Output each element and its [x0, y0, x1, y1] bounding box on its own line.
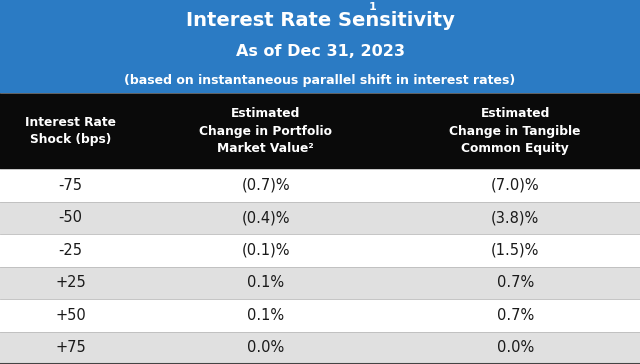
Text: 1: 1 [369, 2, 376, 12]
Text: 0.1%: 0.1% [247, 275, 284, 290]
Text: 0.1%: 0.1% [247, 308, 284, 323]
Text: +25: +25 [55, 275, 86, 290]
Text: Interest Rate Sensitivity: Interest Rate Sensitivity [186, 11, 454, 30]
Text: (0.4)%: (0.4)% [241, 210, 290, 225]
Text: Interest Rate
Shock (bps): Interest Rate Shock (bps) [25, 116, 116, 146]
Bar [0, 266, 640, 299]
Text: +75: +75 [55, 340, 86, 355]
Text: 0.0%: 0.0% [247, 340, 284, 355]
Text: +50: +50 [55, 308, 86, 323]
Bar [0, 332, 640, 364]
Bar [0, 169, 640, 202]
Text: (0.1)%: (0.1)% [241, 243, 290, 258]
Text: (based on instantaneous parallel shift in interest rates): (based on instantaneous parallel shift i… [124, 74, 516, 87]
Text: (3.8)%: (3.8)% [491, 210, 540, 225]
Text: Estimated
Change in Portfolio
Market Value²: Estimated Change in Portfolio Market Val… [199, 107, 332, 155]
Text: 0.0%: 0.0% [497, 340, 534, 355]
Bar [0, 299, 640, 332]
Text: -50: -50 [58, 210, 83, 225]
Text: (7.0)%: (7.0)% [491, 178, 540, 193]
Text: 0.7%: 0.7% [497, 308, 534, 323]
Bar [0, 234, 640, 266]
Bar [0, 0, 640, 93]
Text: -75: -75 [58, 178, 83, 193]
Text: (0.7)%: (0.7)% [241, 178, 290, 193]
Text: Estimated
Change in Tangible
Common Equity: Estimated Change in Tangible Common Equi… [449, 107, 581, 155]
Bar [0, 93, 640, 169]
Text: (1.5)%: (1.5)% [491, 243, 540, 258]
Text: -25: -25 [58, 243, 83, 258]
Text: As of Dec 31, 2023: As of Dec 31, 2023 [236, 44, 404, 59]
Text: 0.7%: 0.7% [497, 275, 534, 290]
Bar [0, 202, 640, 234]
